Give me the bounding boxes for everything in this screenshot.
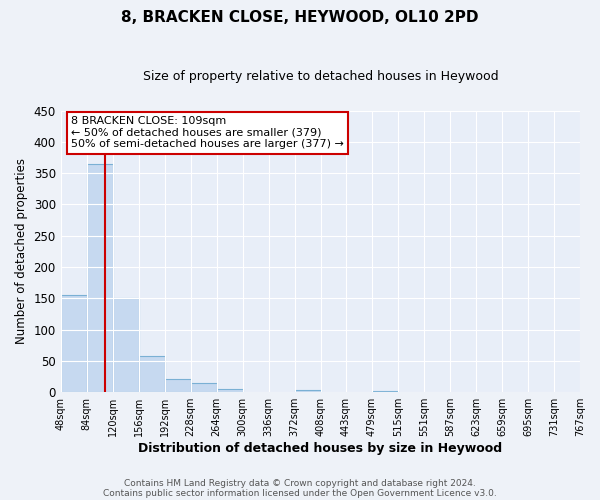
Bar (139, 356, 164, 392)
Bar (113, 298, 139, 392)
Bar (217, 389, 242, 392)
Text: Contains public sector information licensed under the Open Government Licence v3: Contains public sector information licen… (103, 488, 497, 498)
Bar (372, 391, 398, 392)
Text: 8 BRACKEN CLOSE: 109sqm
← 50% of detached houses are smaller (379)
50% of semi-d: 8 BRACKEN CLOSE: 109sqm ← 50% of detache… (71, 116, 344, 150)
Bar (164, 379, 191, 392)
Bar (295, 390, 320, 392)
Text: Contains HM Land Registry data © Crown copyright and database right 2024.: Contains HM Land Registry data © Crown c… (124, 478, 476, 488)
Title: Size of property relative to detached houses in Heywood: Size of property relative to detached ho… (143, 70, 498, 83)
Y-axis label: Number of detached properties: Number of detached properties (15, 158, 28, 344)
Text: 8, BRACKEN CLOSE, HEYWOOD, OL10 2PD: 8, BRACKEN CLOSE, HEYWOOD, OL10 2PD (121, 10, 479, 25)
Bar (86, 164, 113, 392)
Bar (191, 383, 217, 392)
X-axis label: Distribution of detached houses by size in Heywood: Distribution of detached houses by size … (138, 442, 502, 455)
Bar (61, 295, 86, 392)
